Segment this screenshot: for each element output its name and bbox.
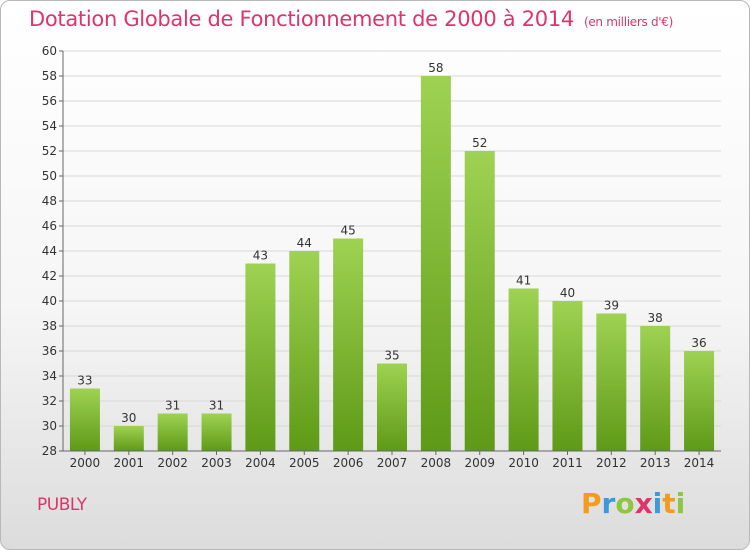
x-tick-label: 2005	[289, 456, 320, 470]
logo-letter: i	[675, 487, 686, 520]
proxiti-logo: Proxiti	[581, 487, 685, 520]
y-tick-label: 42	[42, 269, 57, 283]
bar-value-label: 39	[604, 299, 619, 313]
chart-unit-label: (en milliers d'€)	[583, 15, 673, 29]
y-tick-label: 58	[42, 69, 57, 83]
bar-value-label: 43	[253, 249, 268, 263]
bar-value-label: 38	[648, 311, 663, 325]
bar	[377, 363, 407, 451]
bar-value-label: 40	[560, 286, 575, 300]
bar-value-label: 33	[77, 374, 92, 388]
y-tick-label: 44	[42, 244, 57, 258]
bar-value-label: 35	[384, 349, 399, 363]
y-tick-label: 36	[42, 344, 57, 358]
bar	[289, 251, 320, 451]
y-tick-label: 52	[42, 144, 57, 158]
x-tick-label: 2012	[596, 456, 627, 470]
y-tick-label: 32	[42, 394, 57, 408]
x-tick-label: 2001	[114, 456, 145, 470]
bar-value-label: 36	[691, 336, 706, 350]
bar	[508, 288, 539, 451]
y-tick-label: 28	[42, 444, 57, 458]
y-tick-label: 30	[42, 419, 57, 433]
bar-value-label: 31	[165, 399, 180, 413]
bar-value-label: 44	[297, 236, 312, 250]
y-tick-label: 56	[42, 94, 57, 108]
logo-letter: i	[652, 487, 663, 520]
bars: 33 30 31 31 43 44 45 35 58 52 41 40 39 38 36	[69, 61, 715, 451]
bar-value-label: 31	[209, 399, 224, 413]
bar	[69, 388, 100, 451]
bar	[552, 301, 583, 451]
bar	[596, 313, 627, 451]
bar	[201, 413, 232, 451]
bar-value-label: 45	[340, 224, 355, 238]
x-axis: 2000 2001 2002 2003 2004 2005 2006 2007 2008 2009…	[63, 450, 721, 470]
y-tick-label: 60	[42, 44, 57, 58]
x-tick-label: 2002	[157, 456, 188, 470]
y-tick-label: 40	[42, 294, 57, 308]
logo-letter: P	[581, 487, 602, 520]
x-tick-label: 2003	[201, 456, 232, 470]
commune-name: PUBLY	[37, 495, 87, 515]
y-tick-label: 46	[42, 219, 57, 233]
x-tick-label: 2007	[377, 456, 408, 470]
x-tick-label: 2013	[640, 456, 671, 470]
x-tick-label: 2006	[333, 456, 364, 470]
chart-title-text: Dotation Globale de Fonctionnement de 20…	[29, 7, 574, 31]
x-tick-label: 2004	[245, 456, 276, 470]
x-tick-label: 2000	[70, 456, 101, 470]
logo-letter: t	[662, 487, 676, 520]
bar	[157, 413, 188, 451]
logo-letter: x	[634, 487, 653, 520]
bar	[245, 263, 276, 451]
y-tick-label: 48	[42, 194, 57, 208]
y-tick-label: 34	[42, 369, 57, 383]
chart-title: Dotation Globale de Fonctionnement de 20…	[29, 7, 673, 31]
bar	[333, 238, 364, 451]
bar	[684, 351, 715, 451]
bar	[113, 426, 144, 451]
bar	[464, 151, 495, 451]
x-tick-label: 2011	[552, 456, 583, 470]
bar-value-label: 30	[121, 411, 136, 425]
x-tick-label: 2010	[508, 456, 539, 470]
logo-letter: r	[601, 487, 616, 520]
x-tick-label: 2009	[464, 456, 495, 470]
x-tick-label: 2014	[684, 456, 715, 470]
bar-value-label: 41	[516, 274, 531, 288]
bar-value-label: 52	[472, 136, 487, 150]
bar-value-label: 58	[428, 61, 443, 75]
y-tick-label: 54	[42, 119, 57, 133]
y-tick-label: 50	[42, 169, 57, 183]
y-axis: 28 30 32 34 36 38 40 42 44 46 48 50 52 54 56 58 60	[42, 44, 64, 458]
bar	[640, 326, 671, 451]
x-tick-label: 2008	[421, 456, 452, 470]
bar	[420, 76, 451, 451]
y-tick-label: 38	[42, 319, 57, 333]
logo-letter: o	[615, 487, 635, 520]
